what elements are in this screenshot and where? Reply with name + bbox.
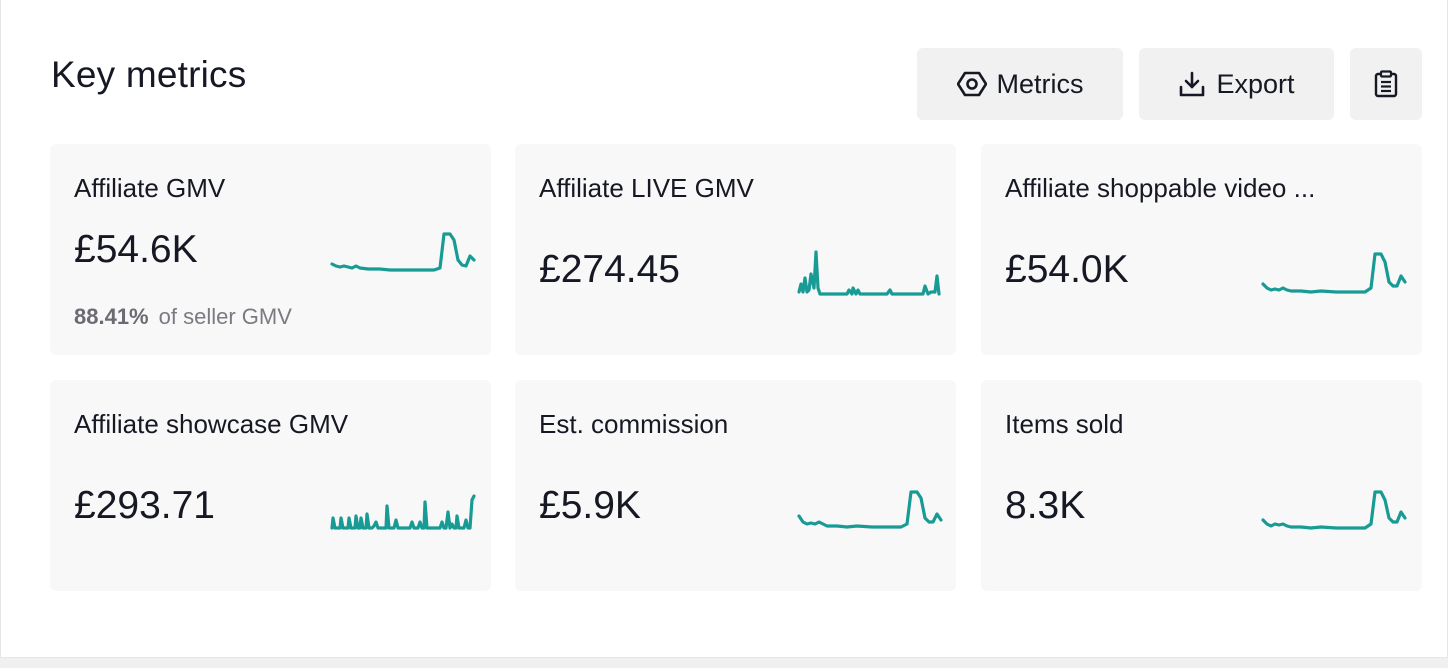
hexagon-settings-icon [956, 69, 987, 99]
metric-subtext: 88.41% of seller GMV [74, 304, 292, 330]
metric-value: £54.0K [1005, 248, 1129, 291]
metric-label: Affiliate LIVE GMV [539, 173, 754, 203]
sparkline-affiliate-gmv [330, 232, 476, 272]
metric-value: 8.3K [1005, 484, 1086, 527]
metric-label: Affiliate showcase GMV [74, 409, 349, 439]
metric-value: £293.71 [74, 484, 215, 527]
metric-label: Affiliate shoppable video ... [1005, 173, 1316, 203]
clipboard-icon [1374, 70, 1398, 98]
metric-sub-label: of seller GMV [158, 304, 292, 329]
metric-card-est-commission[interactable]: Est. commission £5.9K [515, 380, 956, 591]
sparkline-affiliate-live-gmv [797, 250, 941, 296]
metric-value: £5.9K [539, 484, 641, 527]
sparkline-items-sold [1261, 490, 1407, 530]
metric-value: £274.45 [539, 248, 680, 291]
sparkline-affiliate-showcase-gmv [330, 494, 476, 530]
metric-label: Est. commission [539, 409, 729, 439]
export-button-label: Export [1216, 68, 1295, 99]
sparkline-affiliate-shoppable-video [1261, 252, 1407, 294]
metric-value: £54.6K [74, 228, 198, 271]
export-button[interactable]: Export [1139, 48, 1334, 120]
metric-card-affiliate-live-gmv[interactable]: Affiliate LIVE GMV £274.45 [515, 144, 956, 355]
clipboard-button[interactable] [1350, 48, 1422, 120]
sparkline-est-commission [797, 490, 943, 529]
metric-sub-percent: 88.41% [74, 304, 149, 329]
metric-card-affiliate-shoppable-video[interactable]: Affiliate shoppable video ... £54.0K [981, 144, 1422, 355]
metric-card-affiliate-showcase-gmv[interactable]: Affiliate showcase GMV £293.71 [50, 380, 491, 591]
metrics-button[interactable]: Metrics [917, 48, 1123, 120]
page-title: Key metrics [51, 54, 247, 95]
metric-label: Affiliate GMV [74, 173, 226, 203]
download-icon [1178, 70, 1206, 98]
metric-card-affiliate-gmv[interactable]: Affiliate GMV £54.6K 88.41% of seller GMV [50, 144, 491, 355]
metric-label: Items sold [1005, 409, 1124, 439]
metrics-button-label: Metrics [996, 68, 1084, 99]
metric-card-items-sold[interactable]: Items sold 8.3K [981, 380, 1422, 591]
